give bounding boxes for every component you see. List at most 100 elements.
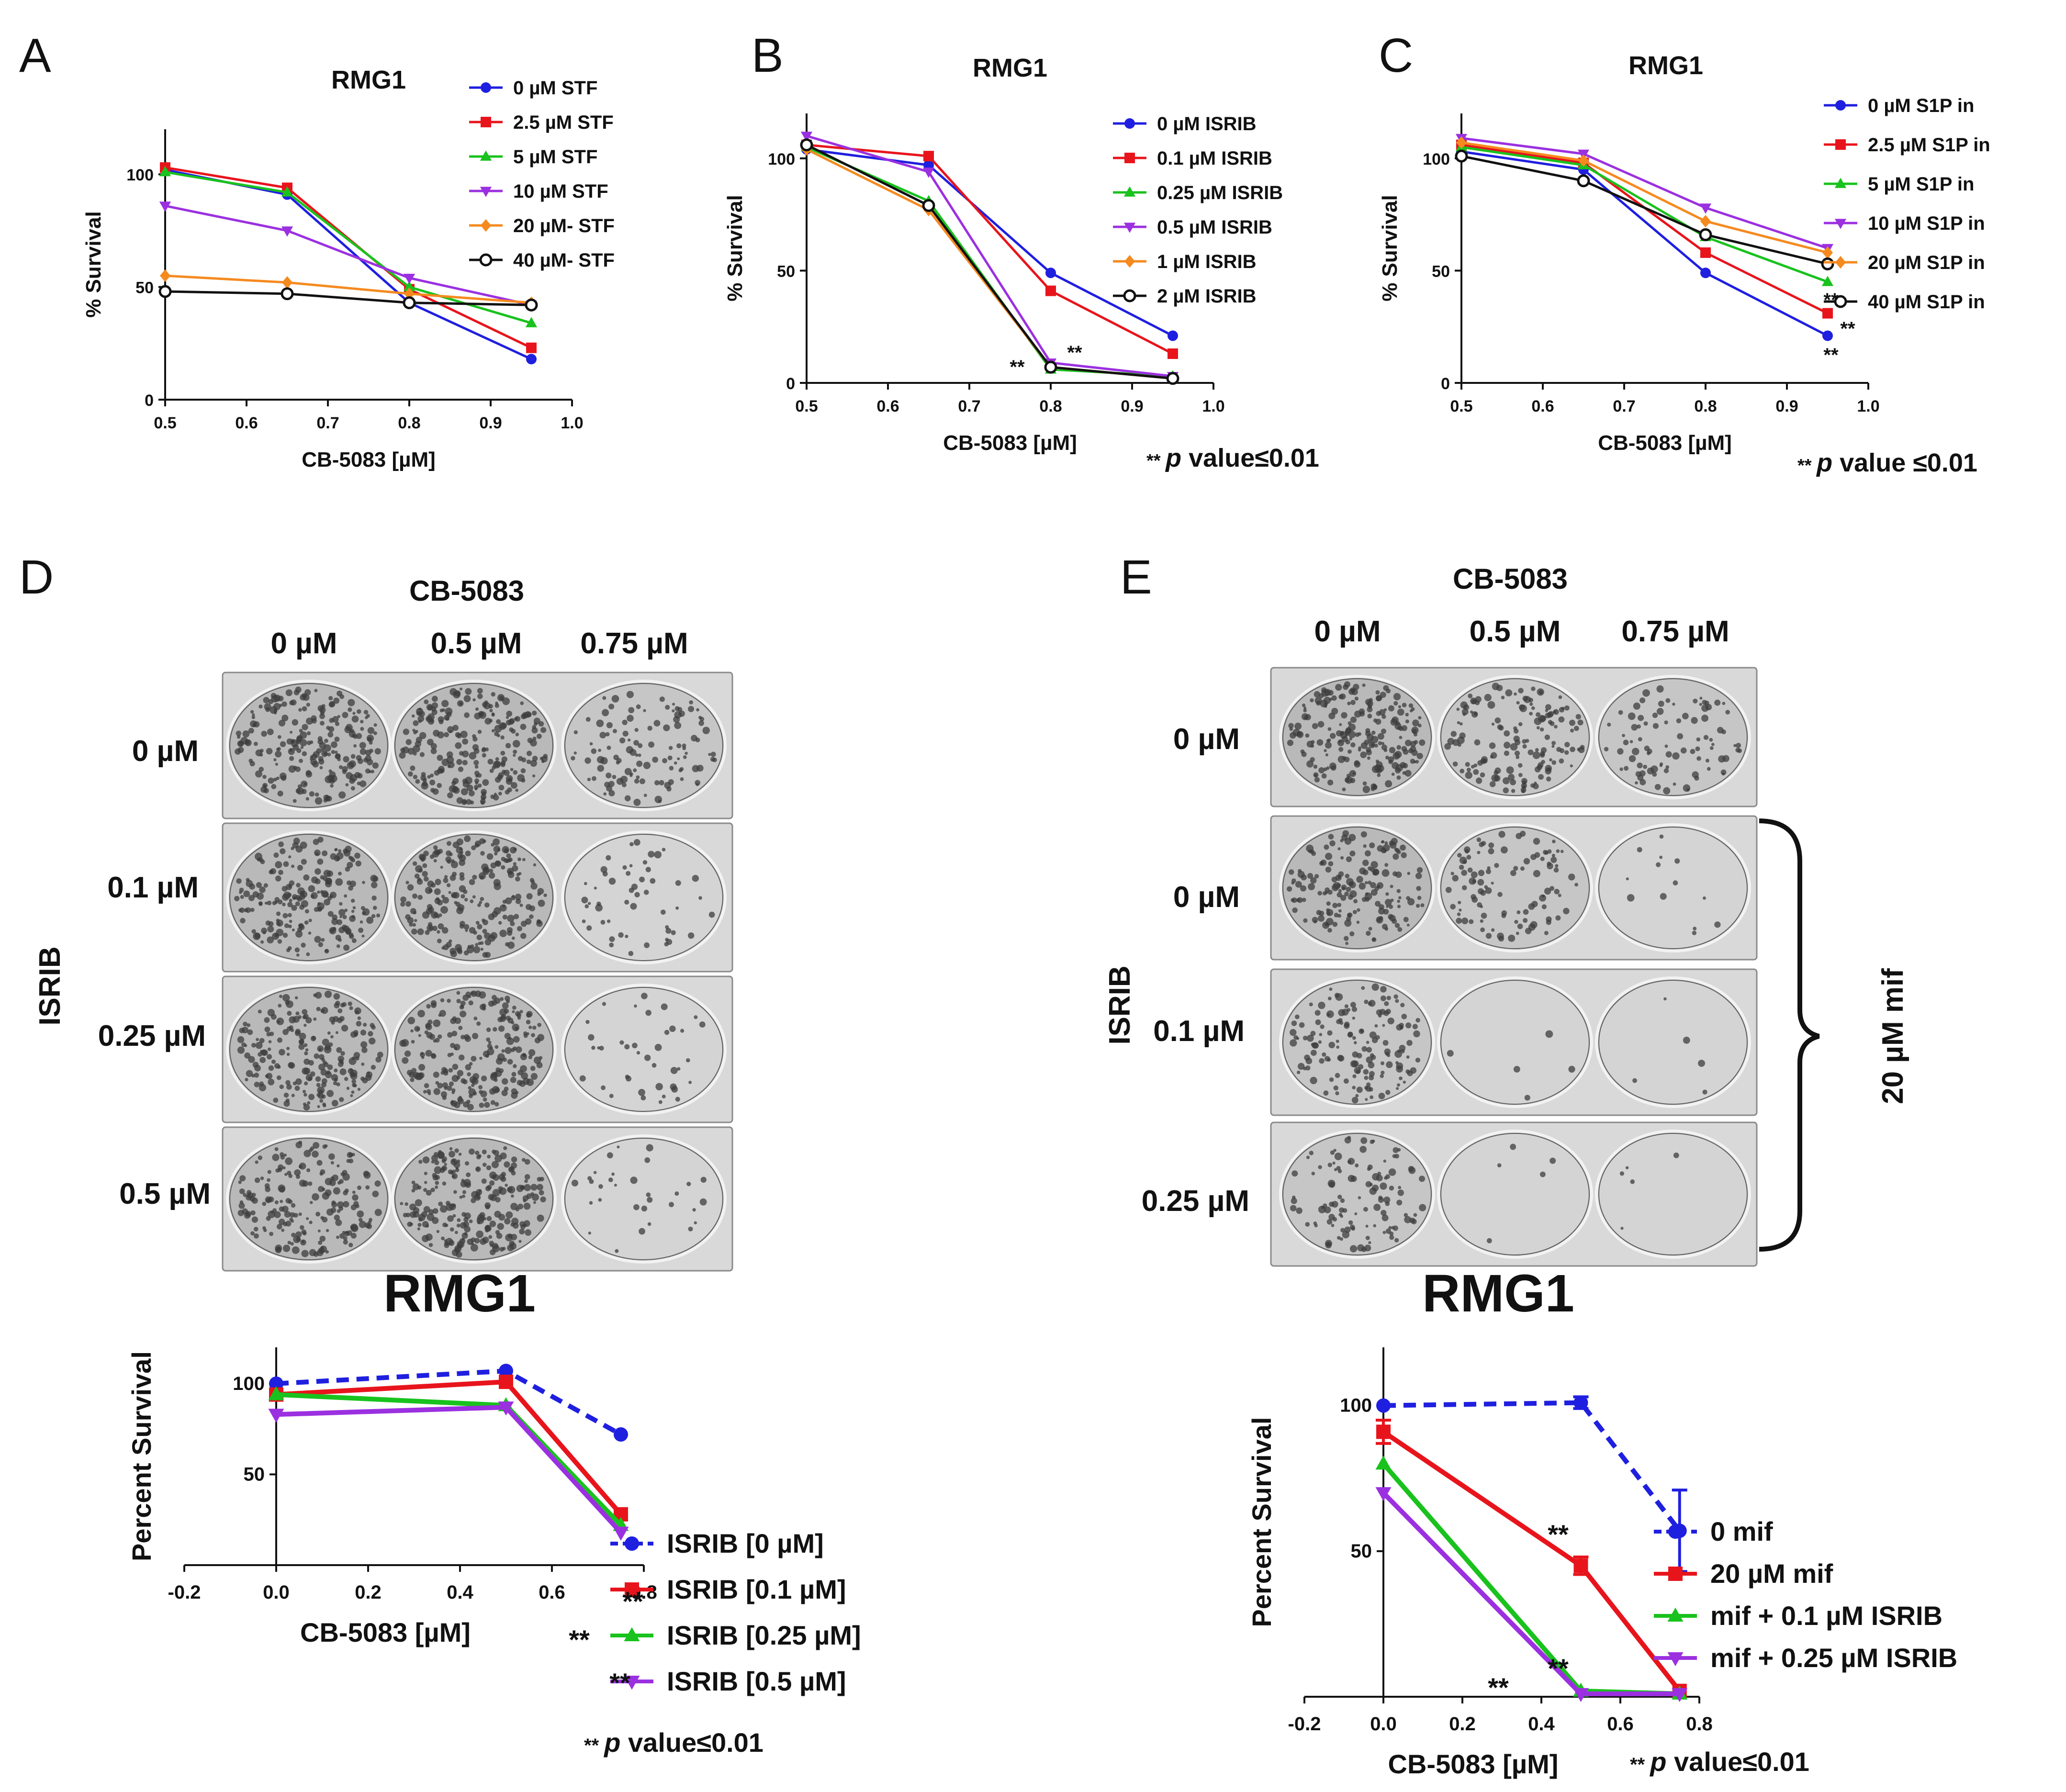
colony xyxy=(1360,742,1368,749)
colony xyxy=(1445,886,1452,893)
colony xyxy=(486,853,494,860)
colony xyxy=(251,715,256,719)
colony xyxy=(328,1153,335,1160)
colony xyxy=(329,701,336,707)
colony xyxy=(278,1004,282,1008)
colony xyxy=(1711,743,1715,746)
colony xyxy=(374,748,381,755)
colony xyxy=(456,797,463,804)
colony xyxy=(458,1026,463,1030)
colony xyxy=(1338,694,1344,700)
colony xyxy=(308,885,315,893)
colony xyxy=(501,857,506,862)
colony xyxy=(427,922,433,927)
p-value-p: p xyxy=(603,1727,620,1758)
y-tick-label: 0 xyxy=(786,375,795,393)
colony xyxy=(345,845,352,853)
colony xyxy=(1392,1154,1396,1158)
colony xyxy=(602,696,606,700)
colony xyxy=(452,841,460,849)
colony xyxy=(310,1146,314,1151)
colony xyxy=(1505,689,1513,697)
colony xyxy=(597,764,605,772)
data-point xyxy=(160,269,170,282)
colony xyxy=(422,1156,430,1164)
colony xyxy=(274,711,277,715)
colony xyxy=(1550,1157,1556,1164)
colony xyxy=(644,942,650,948)
colony xyxy=(1450,904,1456,910)
colony xyxy=(1523,918,1528,923)
colony xyxy=(257,857,261,862)
colony xyxy=(252,723,256,727)
colony xyxy=(609,936,615,942)
colony xyxy=(1379,1008,1386,1015)
colony xyxy=(1541,904,1547,909)
series-line xyxy=(1461,137,1828,249)
colony xyxy=(652,756,659,763)
colony xyxy=(331,918,338,925)
colony xyxy=(1383,748,1388,752)
colony xyxy=(1331,1201,1338,1208)
colony xyxy=(459,885,466,892)
colony xyxy=(1371,937,1377,942)
colony xyxy=(1623,739,1629,746)
p-value-note: ** p value≤0.01 xyxy=(1630,1747,1809,1777)
colony xyxy=(377,1052,383,1058)
colony xyxy=(1369,1071,1375,1077)
colony xyxy=(1304,716,1308,720)
y-axis-title: % Survival xyxy=(82,211,105,318)
colony xyxy=(1358,732,1362,736)
colony xyxy=(292,928,295,932)
colony xyxy=(292,1016,300,1023)
colony xyxy=(1484,694,1492,701)
colony xyxy=(510,1076,516,1083)
colony xyxy=(486,1185,492,1190)
colony xyxy=(634,892,640,897)
colony xyxy=(304,920,309,925)
colony xyxy=(430,1000,437,1007)
colony xyxy=(327,911,334,917)
well xyxy=(562,832,725,963)
colony xyxy=(617,1145,620,1149)
colony xyxy=(331,1021,335,1025)
well xyxy=(1438,978,1592,1107)
colony xyxy=(1337,875,1341,879)
colony xyxy=(326,795,332,802)
colony xyxy=(451,1091,455,1094)
colony xyxy=(1559,758,1564,764)
colony xyxy=(239,887,244,893)
significance-star: ** xyxy=(609,1668,630,1698)
colony xyxy=(1397,1083,1401,1087)
colony xyxy=(1399,736,1403,739)
colony xyxy=(522,858,526,862)
colony xyxy=(352,906,356,909)
colony xyxy=(476,1154,481,1160)
colony xyxy=(1528,923,1536,931)
colony xyxy=(426,1004,431,1009)
colony xyxy=(1643,764,1647,769)
colony xyxy=(358,1218,363,1222)
colony xyxy=(1302,1035,1308,1041)
colony xyxy=(460,1222,467,1229)
colony xyxy=(243,890,250,897)
data-point xyxy=(1124,153,1135,163)
well-rim xyxy=(561,984,727,1115)
x-tick-label: 0.6 xyxy=(1531,397,1554,415)
colony xyxy=(1337,1195,1342,1199)
colony xyxy=(308,1094,315,1100)
colony xyxy=(674,1191,679,1196)
colony xyxy=(344,894,348,898)
colony xyxy=(1380,1074,1384,1078)
colony xyxy=(1332,903,1338,908)
y-tick-label: 100 xyxy=(126,166,154,184)
colony xyxy=(488,872,495,879)
colony xyxy=(250,1231,255,1236)
colony xyxy=(636,775,640,779)
colony xyxy=(283,1100,290,1107)
colony xyxy=(328,1042,333,1047)
colony xyxy=(362,911,366,916)
colony xyxy=(265,1187,270,1192)
colony xyxy=(1618,710,1623,715)
colony xyxy=(277,1223,282,1230)
